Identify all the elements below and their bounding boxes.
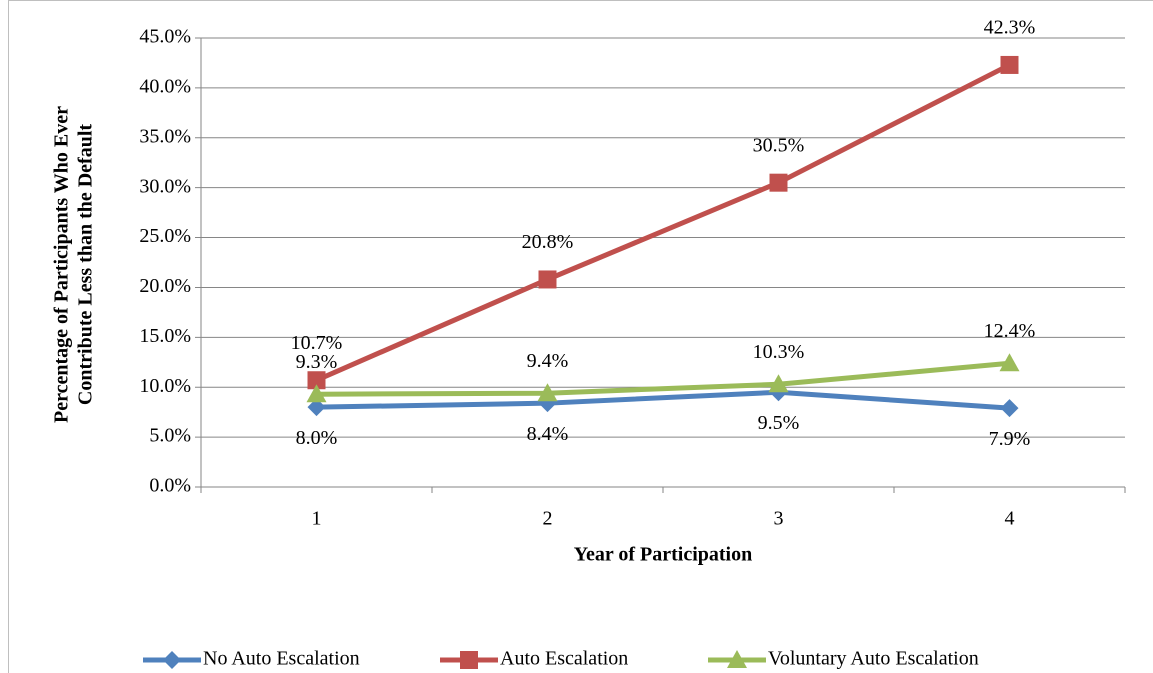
data-point bbox=[769, 173, 788, 192]
y-tick-label: 30.0% bbox=[139, 175, 191, 197]
legend-marker bbox=[727, 650, 747, 668]
data-label: 10.7% bbox=[291, 332, 343, 354]
legend-label: Auto Escalation bbox=[500, 648, 628, 670]
legend-marker bbox=[460, 651, 478, 669]
data-point bbox=[307, 371, 326, 390]
y-tick-label: 5.0% bbox=[149, 425, 191, 447]
data-point bbox=[768, 374, 789, 393]
data-point bbox=[307, 398, 326, 417]
data-label: 8.0% bbox=[296, 427, 338, 449]
series-line bbox=[316, 389, 1010, 411]
data-label: 9.5% bbox=[758, 412, 800, 434]
legend-label: Voluntary Auto Escalation bbox=[768, 648, 979, 670]
data-label: 8.4% bbox=[527, 423, 569, 445]
y-axis-title: Contribute Less than the Default bbox=[75, 124, 97, 405]
series-line bbox=[316, 360, 1010, 397]
data-label: 7.9% bbox=[989, 428, 1031, 450]
data-point bbox=[999, 353, 1020, 372]
x-tick-label: 3 bbox=[774, 508, 784, 530]
data-label: 30.5% bbox=[753, 134, 805, 156]
x-tick-label: 1 bbox=[312, 508, 322, 530]
x-tick-label: 4 bbox=[1005, 508, 1015, 530]
data-point bbox=[1000, 55, 1019, 74]
data-point bbox=[537, 383, 558, 402]
legend-label: No Auto Escalation bbox=[203, 648, 360, 670]
data-label: 9.3% bbox=[296, 351, 338, 373]
legend-marker bbox=[163, 651, 181, 669]
y-tick-label: 15.0% bbox=[139, 325, 191, 347]
data-point bbox=[306, 384, 327, 403]
y-tick-label: 25.0% bbox=[139, 225, 191, 247]
x-tick-label: 2 bbox=[543, 508, 553, 530]
series-line bbox=[315, 62, 1011, 383]
data-point bbox=[1000, 399, 1019, 418]
y-tick-label: 45.0% bbox=[139, 26, 191, 48]
data-label: 10.3% bbox=[753, 341, 805, 363]
data-label: 9.4% bbox=[527, 350, 569, 372]
y-tick-label: 0.0% bbox=[149, 475, 191, 497]
data-label: 20.8% bbox=[522, 231, 574, 253]
x-axis-title: Year of Participation bbox=[574, 544, 753, 566]
data-label: 12.4% bbox=[984, 320, 1036, 342]
data-point bbox=[538, 270, 557, 289]
y-tick-label: 10.0% bbox=[139, 375, 191, 397]
y-tick-label: 20.0% bbox=[139, 275, 191, 297]
chart-border bbox=[8, 0, 1153, 673]
y-tick-label: 40.0% bbox=[139, 75, 191, 97]
y-tick-label: 35.0% bbox=[139, 125, 191, 147]
y-axis-title: Percentage of Participants Who Ever bbox=[51, 106, 73, 423]
data-label: 42.3% bbox=[984, 17, 1036, 39]
